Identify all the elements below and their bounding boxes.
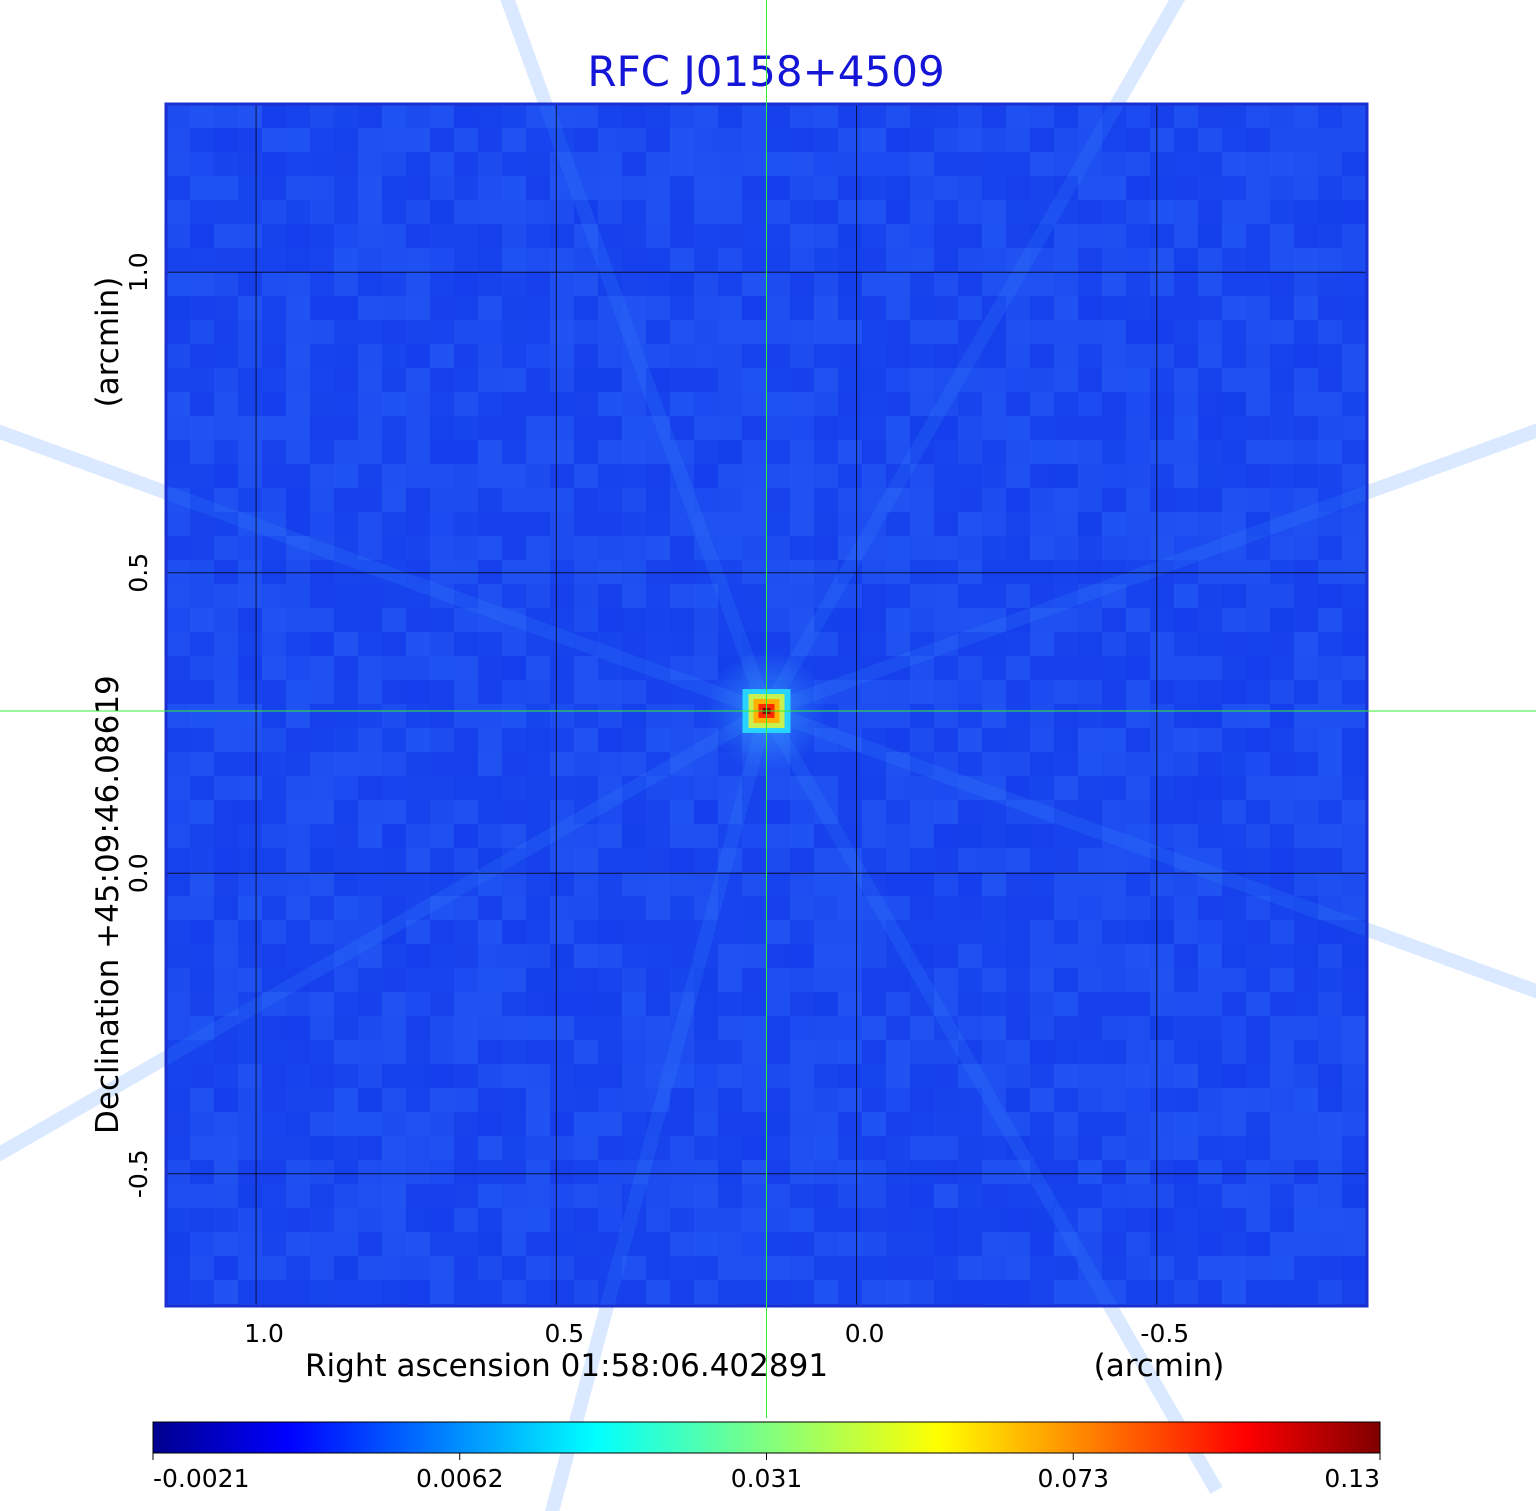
sidelobe-streak: [760, 707, 1223, 1494]
x-axis-label: Right ascension 01:58:06.402891: [305, 1348, 828, 1384]
y-axis-ticks: 1.0 0.5 0.0 -0.5: [124, 252, 153, 1198]
x-tick-label: 0.0: [845, 1319, 885, 1348]
sidelobe-streak: [760, 0, 1186, 715]
sidelobe-streak: [500, 0, 774, 714]
x-tick-label: -0.5: [1140, 1319, 1189, 1348]
sidelobe-streak: [0, 424, 769, 718]
colorbar-ticks: -0.0021 0.0062 0.031 0.073 0.13: [152, 1453, 1381, 1493]
colorbar-tick-label: 0.073: [1037, 1464, 1109, 1493]
x-axis-unit: (arcmin): [1094, 1348, 1225, 1384]
sidelobe-streak: [764, 423, 1536, 718]
y-tick-label: 1.0: [124, 252, 153, 292]
sidelobe-streak: [0, 704, 771, 1162]
y-tick-label: 0.0: [124, 853, 153, 893]
map-noise: [166, 104, 1367, 1306]
colorbar-tick-label: 0.031: [731, 1464, 803, 1493]
y-tick-label: -0.5: [124, 1149, 153, 1198]
x-tick-label: 1.0: [244, 1319, 284, 1348]
colorbar-tick-label: -0.0021: [153, 1464, 250, 1493]
sidelobe-streak: [764, 704, 1536, 999]
colorbar-gradient: [152, 1421, 1381, 1454]
y-axis-label: Declination +45:09:46.08619: [90, 675, 126, 1134]
crosshair: [0, 0, 1536, 1418]
colorbar: -0.0021 0.0062 0.031 0.073 0.13: [152, 1421, 1381, 1493]
colorbar-tick-label: 0.0062: [416, 1464, 503, 1493]
x-axis-ticks: 1.0 0.5 0.0 -0.5: [244, 1319, 1189, 1348]
y-tick-label: 0.5: [124, 553, 153, 593]
colorbar-tick-label: 0.13: [1324, 1464, 1380, 1493]
y-axis-unit: (arcmin): [90, 277, 126, 408]
x-tick-label: 0.5: [544, 1319, 584, 1348]
